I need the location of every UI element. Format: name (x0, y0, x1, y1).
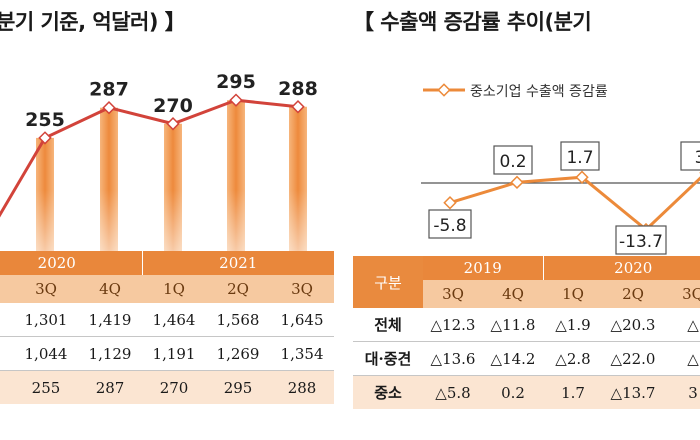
table-cell: 1,044 (14, 336, 78, 371)
table-cell: △ (663, 341, 700, 376)
table-cell (0, 336, 14, 371)
table-cell (0, 370, 14, 404)
quarter-header: 4Q (483, 280, 543, 308)
table-cell: 288 (270, 370, 334, 404)
series-line (449, 175, 700, 232)
line-marker (102, 100, 116, 115)
table-cell: △20.3 (603, 308, 663, 342)
table-quarter-row: Q 3Q 4Q 1Q 2Q 3Q (0, 275, 334, 303)
quarter-header: 3Q (14, 275, 78, 303)
line-marker (575, 170, 589, 184)
right-chart-title: 【 수출액 증감률 추이(분기 (353, 10, 592, 34)
table-row: 1,044 1,129 1,191 1,269 1,354 (0, 336, 334, 371)
table-cell: 3 (663, 375, 700, 409)
left-chart-title: 분기 기준, 억달러) 】 (0, 10, 186, 34)
table-row: 전체 △12.3 △11.8 △1.9 △20.3 △ (353, 308, 700, 342)
right-line-chart: 중소기업 수출액 증감률 -5.8 0.2 1.7 -13.7 3 (421, 83, 700, 255)
data-label: -5.8 (433, 216, 466, 236)
data-label: -13.7 (619, 232, 663, 252)
data-label: 288 (278, 78, 318, 100)
table-cell: △13.6 (423, 341, 483, 376)
table-row: 255 287 270 295 288 (0, 370, 334, 404)
line-marker (291, 100, 305, 114)
table-cell: △13.7 (603, 375, 663, 409)
table-cell: △2.8 (543, 341, 603, 376)
quarter-header: 3Q (423, 280, 483, 308)
row-label: 대·중견 (353, 341, 423, 376)
quarter-header: 2Q (206, 275, 271, 303)
series-line (0, 98, 299, 218)
line-marker (166, 117, 180, 131)
table-cell: 1,191 (142, 336, 207, 371)
table-cell: △5.8 (423, 375, 483, 409)
line-marker (38, 131, 52, 145)
data-label-box (560, 141, 600, 171)
table-cell: 1,301 (14, 303, 78, 337)
data-label: 1.7 (566, 148, 593, 168)
data-label: 287 (89, 79, 129, 101)
quarter-header: 2Q (603, 280, 663, 308)
row-label: 중소 (353, 375, 423, 409)
legend-marker (437, 83, 451, 97)
table-cell: 1,568 (206, 303, 271, 337)
table-cell: 295 (206, 370, 271, 404)
year-header: 2021 (141, 251, 334, 275)
line-marker (510, 175, 524, 190)
table-cell: 1.7 (543, 375, 603, 409)
bar-fade (0, 190, 334, 251)
table-cell: 1,269 (206, 336, 271, 371)
right-data-table: 구분 2019 2020 3Q 4Q 1Q 2Q 3Q 전체 △12.3 △11… (353, 256, 700, 409)
quarter-header: 1Q (142, 275, 207, 303)
quarter-header: 3Q (270, 275, 334, 303)
table-quarter-row: 3Q 4Q 1Q 2Q 3Q (353, 280, 700, 308)
table-cell: △1.9 (543, 308, 603, 342)
table-cell: 1,419 (78, 303, 143, 337)
table-cell: △14.2 (483, 341, 543, 376)
year-header: 2020 (0, 251, 143, 275)
left-chart-panel: 분기 기준, 억달러) 】 255 287 270 295 288 2020 2021 … (0, 0, 334, 440)
year-header: 2020 (542, 256, 700, 280)
table-row: 3 1,301 1,419 1,464 1,568 1,645 (0, 303, 334, 337)
table-row: 대·중견 △13.6 △14.2 △2.8 △22.0 △ (353, 341, 700, 376)
data-label-box (493, 145, 533, 175)
table-year-row: 2020 2021 (0, 251, 334, 275)
table-cell: 3 (0, 303, 14, 337)
year-header: 2019 (423, 256, 543, 280)
table-cell: 0.2 (483, 375, 543, 409)
table-cell: △11.8 (483, 308, 543, 342)
table-cell: 287 (78, 370, 143, 404)
table-cell: 1,464 (142, 303, 207, 337)
data-label: 295 (216, 71, 256, 93)
data-label-box (428, 209, 472, 239)
table-row: 중소 △5.8 0.2 1.7 △13.7 3 (353, 375, 700, 409)
row-label: 전체 (353, 308, 423, 342)
data-label: 0.2 (499, 152, 526, 172)
table-cell: △22.0 (603, 341, 663, 376)
quarter-header: 4Q (78, 275, 143, 303)
table-cell: 1,645 (270, 303, 334, 337)
right-chart-panel: 【 수출액 증감률 추이(분기 중소기업 수출액 증감률 -5.8 0.2 1.7 -1… (351, 0, 700, 440)
table-cell: 1,129 (78, 336, 143, 371)
line-marker (229, 93, 243, 107)
data-label: 270 (153, 95, 193, 117)
table-year-row: 구분 2019 2020 (353, 256, 700, 308)
data-label: 3 (695, 148, 700, 168)
left-data-table: 2020 2021 Q 3Q 4Q 1Q 2Q 3Q 3 1,301 1,419… (0, 251, 334, 404)
data-label-box (680, 141, 700, 171)
table-cell: △ (663, 308, 700, 342)
table-cell: 1,354 (270, 336, 334, 371)
header-gubun: 구분 (353, 256, 423, 308)
quarter-header: 3Q (663, 280, 700, 308)
left-bar-line-chart: 255 287 270 295 288 (0, 71, 334, 251)
line-marker (443, 196, 457, 210)
legend-label: 중소기업 수출액 증감률 (470, 84, 608, 100)
quarter-header: Q (0, 275, 14, 303)
data-label-box (615, 225, 667, 255)
table-cell: 255 (14, 370, 78, 404)
data-label: 255 (25, 109, 65, 131)
table-cell: 270 (142, 370, 207, 404)
table-cell: △12.3 (423, 308, 483, 342)
quarter-header: 1Q (543, 280, 603, 308)
